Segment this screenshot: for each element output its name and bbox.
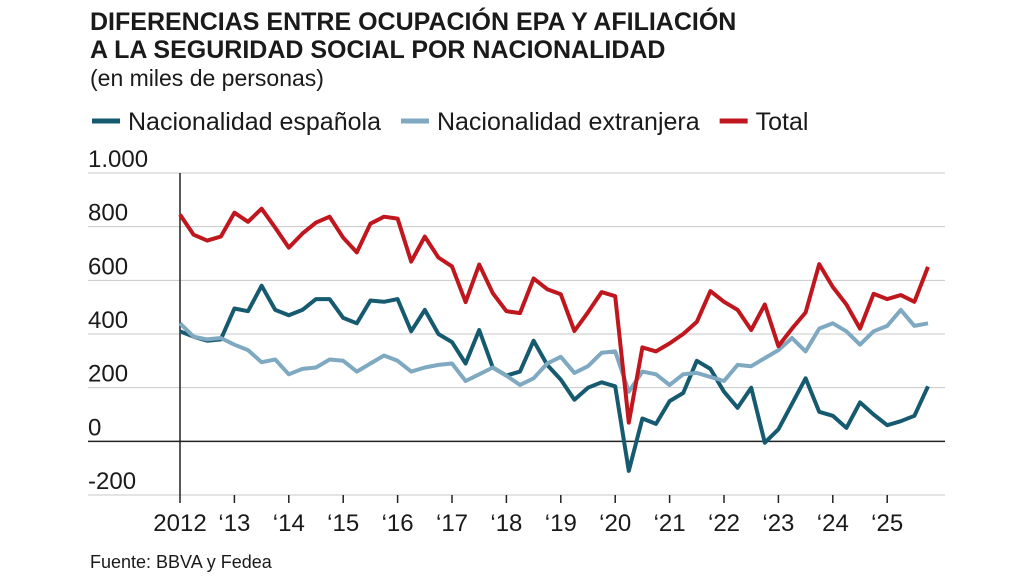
x-tick-label: ‘18	[490, 510, 522, 537]
source: Fuente: BBVA y Fedea	[90, 552, 273, 572]
x-tick-label: ‘25	[871, 510, 903, 537]
x-tick-label: ‘14	[273, 510, 305, 537]
series-line	[179, 283, 930, 473]
chart-title: A LA SEGURIDAD SOCIAL POR NACIONALIDAD	[90, 36, 665, 64]
y-tick-label: 0	[88, 414, 101, 441]
y-tick-label: 600	[88, 253, 128, 280]
x-tick-label: ‘17	[436, 510, 468, 537]
series-line	[178, 206, 930, 425]
legend-label: Total	[756, 108, 809, 136]
x-tick-label: 2012	[153, 510, 206, 537]
x-tick-label: ‘15	[327, 510, 359, 537]
x-tick-label: ‘19	[545, 510, 577, 537]
x-tick-label: ‘20	[599, 510, 631, 537]
legend-label: Nacionalidad española	[128, 108, 381, 136]
chart-subtitle: (en miles de personas)	[90, 65, 324, 91]
y-tick-label: -200	[88, 468, 136, 495]
legend-label: Nacionalidad extranjera	[437, 108, 700, 136]
y-tick-label: 400	[88, 307, 128, 334]
x-tick-label: ‘16	[382, 510, 414, 537]
legend: Nacionalidad española Nacionalidad extran…	[92, 108, 808, 136]
x-tick-label: ‘23	[762, 510, 794, 537]
y-tick-label: 800	[88, 200, 128, 227]
y-tick-label: 1.000	[88, 146, 148, 173]
x-tick-label: ‘24	[817, 510, 849, 537]
x-tick-label: ‘13	[218, 510, 250, 537]
y-tick-label: 200	[88, 361, 128, 388]
series-line	[178, 307, 929, 394]
x-tick-label: ‘22	[708, 510, 740, 537]
x-tick-label: ‘21	[654, 510, 686, 537]
chart-title: DIFERENCIAS ENTRE OCUPACIÓN EPA Y AFILIA…	[90, 6, 736, 36]
